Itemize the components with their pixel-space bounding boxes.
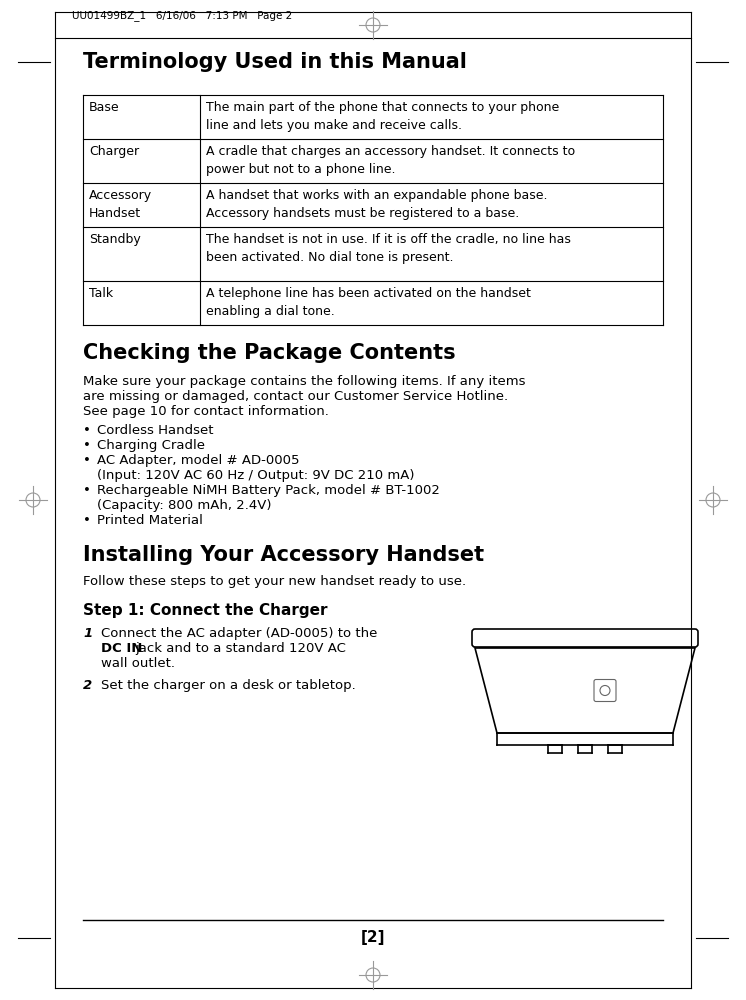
Text: Printed Material: Printed Material: [97, 514, 203, 527]
Text: The handset is not in use. If it is off the cradle, no line has
been activated. : The handset is not in use. If it is off …: [206, 233, 571, 264]
Text: The main part of the phone that connects to your phone
line and lets you make an: The main part of the phone that connects…: [206, 101, 560, 132]
Text: (Capacity: 800 mAh, 2.4V): (Capacity: 800 mAh, 2.4V): [97, 499, 272, 512]
Text: jack and to a standard 120V AC: jack and to a standard 120V AC: [135, 642, 346, 655]
Text: Accessory
Handset: Accessory Handset: [89, 189, 152, 220]
Text: Connect the AC adapter (AD-0005) to the: Connect the AC adapter (AD-0005) to the: [101, 627, 377, 640]
Text: Charger: Charger: [89, 145, 139, 158]
Text: Base: Base: [89, 101, 119, 114]
Text: •: •: [83, 424, 91, 437]
Text: Cordless Handset: Cordless Handset: [97, 424, 213, 437]
Text: 1: 1: [83, 627, 93, 640]
Text: [2]: [2]: [361, 930, 385, 945]
Text: DC IN: DC IN: [101, 642, 142, 655]
Text: Checking the Package Contents: Checking the Package Contents: [83, 343, 456, 363]
Text: UU01499BZ_1   6/16/06   7:13 PM   Page 2: UU01499BZ_1 6/16/06 7:13 PM Page 2: [72, 10, 292, 21]
Text: (Input: 120V AC 60 Hz / Output: 9V DC 210 mA): (Input: 120V AC 60 Hz / Output: 9V DC 21…: [97, 469, 415, 482]
Text: 2: 2: [83, 679, 93, 692]
Text: Make sure your package contains the following items. If any items: Make sure your package contains the foll…: [83, 375, 525, 388]
Text: •: •: [83, 439, 91, 452]
Text: Set the charger on a desk or tabletop.: Set the charger on a desk or tabletop.: [101, 679, 356, 692]
Text: See page 10 for contact information.: See page 10 for contact information.: [83, 405, 329, 418]
Text: A cradle that charges an accessory handset. It connects to
power but not to a ph: A cradle that charges an accessory hands…: [206, 145, 575, 176]
Text: AC Adapter, model # AD-0005: AC Adapter, model # AD-0005: [97, 454, 299, 467]
Text: •: •: [83, 454, 91, 467]
Text: A telephone line has been activated on the handset
enabling a dial tone.: A telephone line has been activated on t…: [206, 287, 531, 318]
Text: Terminology Used in this Manual: Terminology Used in this Manual: [83, 52, 467, 72]
Text: are missing or damaged, contact our Customer Service Hotline.: are missing or damaged, contact our Cust…: [83, 390, 508, 403]
Text: Step 1: Connect the Charger: Step 1: Connect the Charger: [83, 603, 327, 618]
Text: •: •: [83, 514, 91, 527]
Text: Installing Your Accessory Handset: Installing Your Accessory Handset: [83, 545, 484, 565]
Text: Follow these steps to get your new handset ready to use.: Follow these steps to get your new hands…: [83, 575, 466, 588]
Text: Talk: Talk: [89, 287, 113, 300]
Text: wall outlet.: wall outlet.: [101, 657, 175, 670]
Text: Charging Cradle: Charging Cradle: [97, 439, 205, 452]
Text: Standby: Standby: [89, 233, 141, 246]
Text: A handset that works with an expandable phone base.
Accessory handsets must be r: A handset that works with an expandable …: [206, 189, 548, 220]
Text: •: •: [83, 484, 91, 497]
Text: Rechargeable NiMH Battery Pack, model # BT-1002: Rechargeable NiMH Battery Pack, model # …: [97, 484, 440, 497]
